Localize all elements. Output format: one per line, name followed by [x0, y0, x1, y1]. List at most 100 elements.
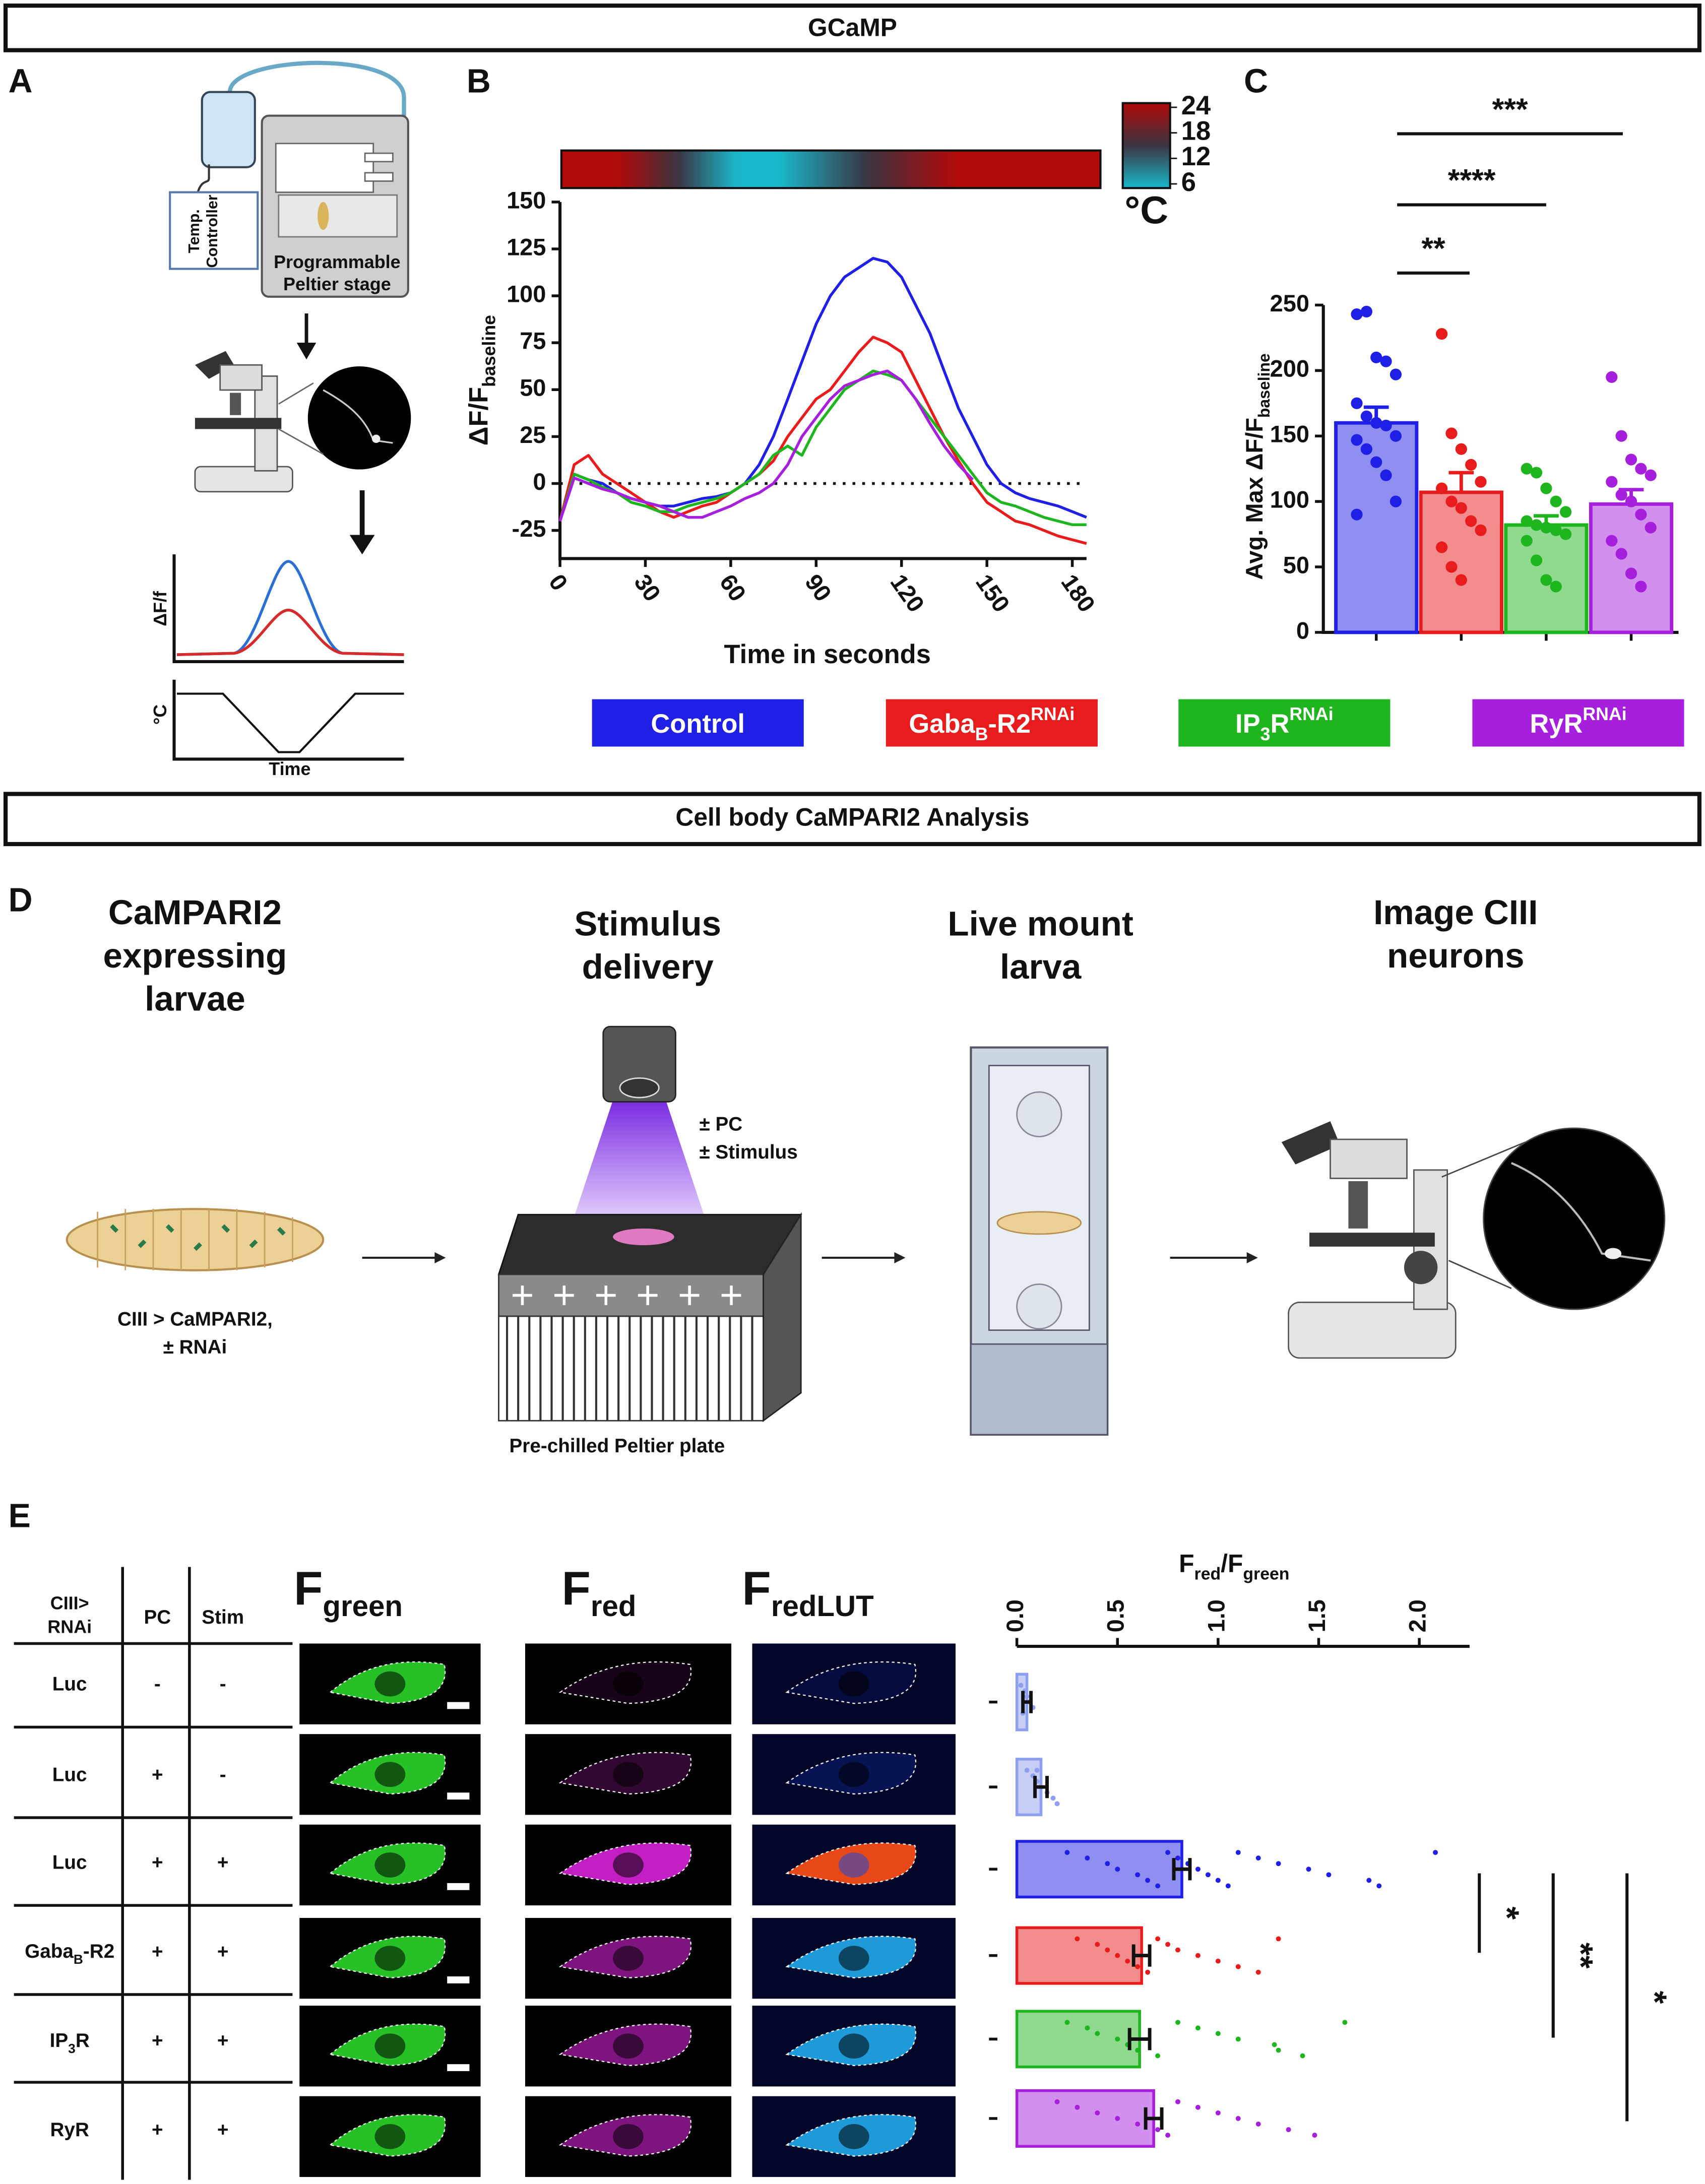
data-point: [1625, 567, 1637, 580]
table-hlines: [14, 1642, 293, 2084]
data-point: [1054, 2099, 1060, 2104]
data-point: [1255, 2122, 1261, 2127]
heatsink: [498, 1315, 764, 1422]
series-line: [558, 336, 1087, 545]
data-point: [1550, 581, 1562, 593]
image-header-part: F: [742, 1562, 771, 1615]
data-point: [1455, 502, 1467, 514]
x-tick-label: 120: [886, 569, 930, 617]
x-tick-label: 90: [800, 569, 837, 606]
data-point: [1445, 561, 1458, 573]
data-point: [1215, 1958, 1221, 1964]
x-tick-label: 2.0: [1404, 1599, 1431, 1632]
data-point: [1155, 2127, 1161, 2133]
y-tick-label: 125: [507, 233, 546, 260]
nucleus: [613, 2124, 644, 2149]
data-point: [1390, 430, 1402, 442]
nucleus: [374, 1852, 406, 1878]
data-point: [1606, 535, 1618, 547]
table-cell: +: [152, 1851, 163, 1873]
schematic-curve: [176, 608, 404, 656]
x-tick-label: 1.5: [1303, 1599, 1330, 1632]
header: GCaMP: [808, 13, 897, 41]
table-grid: [14, 1567, 293, 2180]
step-title: larvae: [145, 979, 245, 1018]
nucleus: [838, 1762, 869, 1787]
data-point: [1306, 1867, 1311, 1872]
legend-label-part: R: [1270, 709, 1289, 739]
controller-label: Controller: [204, 195, 221, 268]
data-point: [1351, 508, 1363, 521]
data-point: [1465, 459, 1477, 471]
data-point: [1455, 574, 1467, 586]
nucleus: [374, 1762, 406, 1787]
error-bar: [1127, 2028, 1152, 2050]
step-title: Image CIII: [1373, 892, 1538, 932]
data-point: [1360, 305, 1372, 318]
y-tick-label: 0: [533, 468, 546, 495]
eyepiece: [1281, 1121, 1340, 1165]
data-point: [1165, 2133, 1171, 2138]
data-point: [1360, 410, 1372, 422]
legend-label: IP3RRNAi: [1235, 704, 1334, 745]
stimulus-caption: ± PC: [699, 1114, 742, 1135]
data-point: [1370, 417, 1382, 429]
panel-label: B: [467, 62, 491, 100]
nucleus: [613, 1852, 644, 1878]
y-tick-label: 50: [1283, 551, 1309, 578]
arrowhead: [1246, 1252, 1258, 1263]
data-point: [1135, 1964, 1141, 1969]
data-point: [1024, 1768, 1030, 1773]
y-tick-label: 150: [507, 186, 546, 213]
data-point: [1550, 495, 1562, 507]
snowflakes: [513, 1286, 741, 1305]
spacer: [1016, 1283, 1062, 1330]
tube: [227, 60, 406, 167]
schematic-curve: [176, 560, 404, 656]
microscope-head: [219, 364, 263, 391]
y-tick-label: -25: [512, 515, 546, 542]
data-point: [1064, 1850, 1070, 1855]
scale-bar: [447, 1883, 470, 1890]
table-vlines: [121, 1567, 191, 2180]
data-point: [1615, 430, 1627, 442]
table-cell: +: [217, 1941, 229, 1962]
data-point: [1215, 1878, 1221, 1883]
data-point: [1326, 1872, 1332, 1878]
data-point: [1380, 355, 1392, 367]
table-cell: +: [152, 2030, 163, 2051]
stage-top: [275, 143, 374, 193]
panel-label: E: [9, 1497, 31, 1534]
table-cell-part: -R2: [83, 1941, 114, 1962]
table-header: RNAi: [47, 1617, 92, 1637]
table-cell: +: [217, 1851, 229, 1873]
step-title: expressing: [103, 936, 287, 975]
table-cell: +: [152, 2119, 163, 2141]
data-point: [1235, 1964, 1241, 1969]
data-point: [1165, 1850, 1171, 1855]
nucleus: [838, 1671, 869, 1697]
larva-segments: [97, 1209, 293, 1270]
series-line: [558, 256, 1087, 522]
zoom-line: [278, 428, 324, 455]
data-point: [1085, 2025, 1090, 2031]
table-cell: +: [152, 1941, 163, 1962]
error-bar: [1144, 2107, 1164, 2130]
data-point: [1521, 515, 1533, 527]
colorbar-tick-label: 24: [1181, 91, 1211, 120]
data-point: [1540, 522, 1552, 534]
x-tick-label: 150: [971, 569, 1015, 617]
x-tick-label: 0.0: [1001, 1599, 1028, 1632]
nucleus: [838, 2124, 869, 2149]
panel-label: A: [9, 62, 33, 100]
controller-label: Temp.: [185, 209, 203, 253]
data-point: [1276, 1936, 1281, 1942]
x-tick-label: 0.5: [1102, 1599, 1129, 1632]
panel-a-schematic: [169, 60, 411, 761]
data-point: [1095, 1942, 1100, 1947]
table-cell: -: [220, 1764, 226, 1785]
y-axis-label-part: baseline: [479, 315, 499, 387]
data-point: [1018, 1683, 1024, 1688]
data-point: [1276, 1861, 1281, 1867]
